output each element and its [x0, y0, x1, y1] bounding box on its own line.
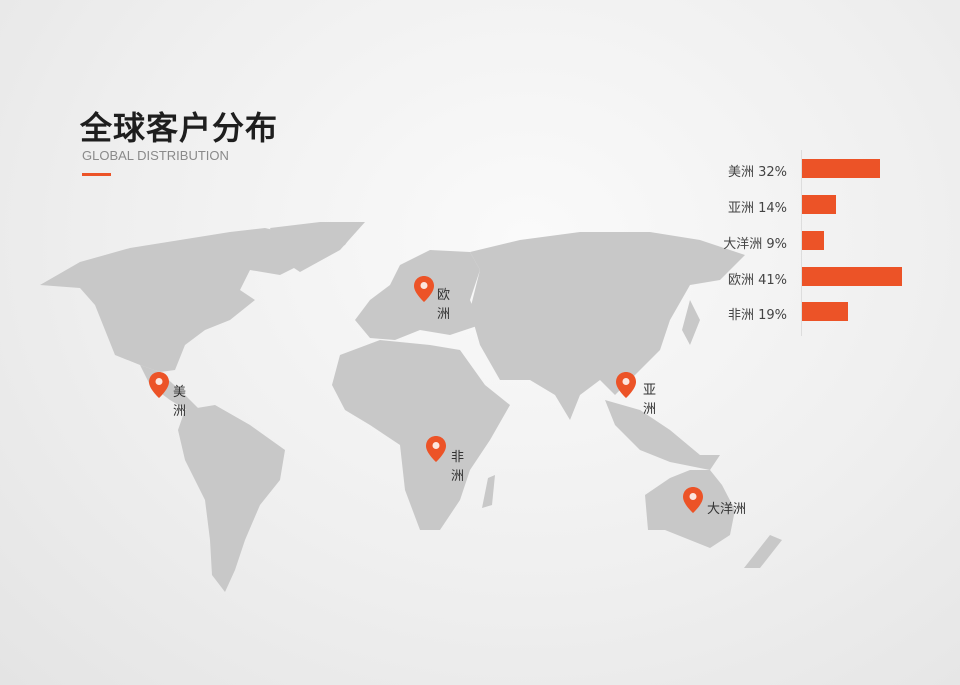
- pin-europe[interactable]: 欧洲: [414, 276, 450, 322]
- pin-label: 欧洲: [437, 288, 451, 322]
- pin-label: 非洲: [451, 450, 465, 484]
- bar-label: 美洲 32%: [727, 165, 787, 180]
- greenland: [270, 222, 365, 272]
- pin-label: 大洋洲: [707, 502, 747, 517]
- madagascar: [482, 475, 495, 508]
- japan: [682, 300, 700, 345]
- pin-label: 亚洲: [643, 383, 657, 417]
- title-accent-line: [82, 173, 111, 176]
- pin-asia[interactable]: 亚洲: [616, 372, 656, 417]
- map-pin-icon: [616, 372, 636, 398]
- bar-row: 亚洲 14%: [700, 195, 920, 216]
- europe: [355, 250, 480, 340]
- pin-label: 美洲: [173, 385, 187, 419]
- page-title: 全球客户分布: [80, 109, 279, 147]
- bar-row: 美洲 32%: [700, 159, 920, 180]
- pin-oceania[interactable]: 大洋洲: [683, 487, 746, 517]
- new-zealand: [744, 535, 782, 568]
- map-pin-icon: [683, 487, 703, 513]
- pin-america[interactable]: 美洲: [149, 372, 186, 419]
- bar-row: 大洋洲 9%: [700, 231, 920, 252]
- bar: [802, 195, 837, 214]
- pin-africa[interactable]: 非洲: [426, 436, 464, 484]
- map-pin-icon: [426, 436, 446, 462]
- africa: [332, 340, 510, 530]
- south-america: [178, 405, 285, 592]
- map-pin-icon: [414, 276, 434, 302]
- map-pin-icon: [149, 372, 169, 398]
- bar: [802, 302, 849, 321]
- bar-axis-line: [801, 150, 802, 336]
- bar-label: 大洋洲 9%: [723, 237, 787, 252]
- bar-label: 欧洲 41%: [727, 273, 787, 288]
- bar: [802, 267, 902, 286]
- bar-row: 非洲 19%: [700, 302, 920, 323]
- asia: [470, 232, 745, 420]
- page-subtitle: GLOBAL DISTRIBUTION: [82, 148, 229, 163]
- bar-label: 非洲 19%: [727, 308, 787, 323]
- bar-label: 亚洲 14%: [727, 201, 787, 216]
- bar: [802, 231, 824, 250]
- southeast-asia: [605, 400, 720, 470]
- bar: [802, 159, 881, 178]
- north-america: [40, 222, 360, 372]
- bar-row: 欧洲 41%: [700, 267, 920, 288]
